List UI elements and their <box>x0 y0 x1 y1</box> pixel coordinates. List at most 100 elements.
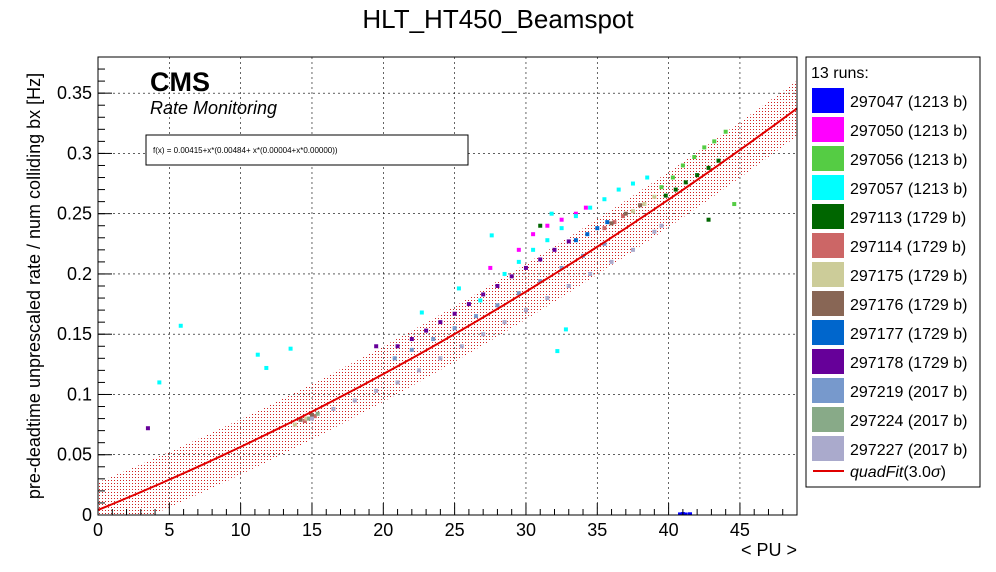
legend-label: 297224 (2017 b) <box>850 413 967 430</box>
data-point <box>563 327 568 332</box>
data-point <box>495 284 500 288</box>
data-point <box>452 311 457 316</box>
data-point <box>315 411 320 416</box>
data-point <box>638 203 643 208</box>
series-6 <box>292 194 657 427</box>
y-tick-label: 0.3 <box>67 143 92 163</box>
data-point <box>478 298 483 303</box>
data-point <box>374 344 379 349</box>
data-point <box>489 233 494 238</box>
chart-title: HLT_HT450_Beamspot <box>362 4 634 34</box>
x-tick-label: 45 <box>730 520 750 540</box>
data-point <box>706 165 711 170</box>
data-point <box>555 349 560 354</box>
data-point <box>683 180 688 185</box>
data-point <box>374 388 379 393</box>
legend-swatch <box>812 291 844 316</box>
x-tick-label: 0 <box>93 520 103 540</box>
data-point <box>309 416 314 421</box>
data-point <box>481 292 486 297</box>
data-point <box>688 512 693 515</box>
data-point <box>392 356 397 361</box>
data-point <box>573 214 578 219</box>
data-point <box>545 223 550 228</box>
data-point <box>559 265 564 270</box>
data-point <box>630 209 635 214</box>
data-point <box>531 247 536 252</box>
legend-swatch <box>812 407 844 432</box>
data-point <box>419 310 424 315</box>
data-point <box>459 344 464 349</box>
data-point <box>673 187 678 192</box>
legend-fit-tail: (3.0 <box>903 464 931 481</box>
data-point <box>538 279 543 284</box>
data-point <box>680 163 685 168</box>
legend-swatch <box>812 233 844 258</box>
legend-label: 297057 (1213 b) <box>850 181 967 198</box>
y-axis-ticks: 0 0.05 0.1 0.15 0.2 0.25 0.3 0.35 <box>57 68 112 525</box>
data-point <box>255 352 260 357</box>
legend-fit-sigma: σ <box>931 464 942 481</box>
legend-label: 297113 (1729 b) <box>850 210 966 227</box>
data-point <box>723 129 728 134</box>
data-point <box>466 302 471 307</box>
data-point <box>602 241 607 246</box>
data-point <box>683 512 688 515</box>
legend-items: 297047 (1213 b) 297050 (1213 b) 297056 (12… <box>812 88 967 461</box>
x-tick-label: 35 <box>587 520 607 540</box>
data-point <box>456 286 461 291</box>
data-point <box>352 398 357 403</box>
legend-label: 297178 (1729 b) <box>850 355 967 372</box>
data-point <box>481 332 486 337</box>
legend-fit-close: ) <box>941 464 946 481</box>
data-point <box>438 356 443 361</box>
data-point <box>531 232 536 237</box>
data-point <box>304 416 309 421</box>
x-tick-label: 20 <box>373 520 393 540</box>
fit-line <box>98 107 797 511</box>
data-point <box>695 173 700 178</box>
data-point <box>395 344 400 349</box>
legend-label: 297176 (1729 b) <box>850 297 967 314</box>
data-point <box>566 239 571 244</box>
x-tick-label: 25 <box>445 520 465 540</box>
data-point <box>652 229 657 234</box>
data-point <box>616 187 621 192</box>
data-point <box>623 211 628 216</box>
data-point <box>331 406 336 411</box>
data-point <box>566 284 571 288</box>
data-point <box>516 259 521 264</box>
data-point <box>545 238 550 243</box>
data-point <box>516 247 521 252</box>
data-point <box>545 296 550 301</box>
x-tick-label: 40 <box>659 520 679 540</box>
legend-label: 297114 (1729 b) <box>850 239 966 256</box>
data-point <box>516 291 521 296</box>
plot-frame-area: 0 5 10 15 20 25 30 35 40 45 0 0.05 0.1 0.15 0.2 0.25 0.… <box>57 56 798 540</box>
series-11 <box>307 411 320 421</box>
data-point <box>424 328 429 333</box>
data-point <box>702 145 707 150</box>
data-point <box>659 185 664 190</box>
data-point <box>416 368 421 373</box>
series-1 <box>488 205 588 270</box>
data-point <box>573 211 578 216</box>
x-tick-label: 30 <box>516 520 536 540</box>
data-point <box>732 202 737 207</box>
legend-swatch <box>812 146 844 171</box>
legend-label: 297177 (1729 b) <box>850 326 967 343</box>
legend-swatch <box>812 175 844 200</box>
data-point <box>288 346 293 351</box>
y-tick-label: 0.25 <box>57 204 92 224</box>
y-tick-label: 0.1 <box>67 384 92 404</box>
data-point <box>178 323 183 328</box>
legend-label: 297056 (1213 b) <box>850 152 967 169</box>
fit-band <box>98 80 797 515</box>
data-point <box>659 223 664 228</box>
data-point <box>588 271 593 276</box>
legend-label: 297175 (1729 b) <box>850 268 967 285</box>
data-point <box>409 347 414 352</box>
x-tick-label: 15 <box>302 520 322 540</box>
series-12 <box>309 223 664 421</box>
